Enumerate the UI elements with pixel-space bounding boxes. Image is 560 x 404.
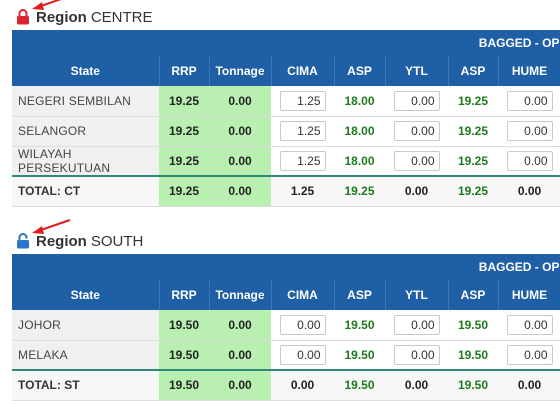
total-cima: 1.25 bbox=[271, 175, 334, 207]
ytl-input[interactable]: 0.00 bbox=[393, 314, 440, 335]
rrp-cell: 19.25 bbox=[159, 116, 209, 147]
col-asp: ASP bbox=[333, 280, 385, 310]
region-prefix: Region bbox=[36, 8, 87, 26]
hume-input[interactable]: 0.00 bbox=[506, 90, 553, 111]
col-asp: ASP bbox=[447, 280, 498, 310]
col-hume: HUME bbox=[497, 56, 560, 86]
total-tonnage: 0.00 bbox=[209, 369, 271, 401]
table-row: MELAKA 19.50 0.00 0.00 19.50 0.00 19.50 … bbox=[12, 340, 560, 371]
lock-open-icon[interactable] bbox=[16, 233, 30, 249]
state-cell: JOHOR bbox=[12, 310, 159, 341]
total-tonnage: 0.00 bbox=[209, 175, 271, 207]
asp-cell: 19.50 bbox=[334, 310, 385, 341]
col-cima: CIMA bbox=[270, 280, 334, 310]
region-name: CENTRE bbox=[90, 8, 153, 26]
col-rrp: RRP bbox=[158, 280, 209, 310]
rrp-cell: 19.25 bbox=[159, 146, 209, 177]
col-tonnage: Tonnage bbox=[208, 56, 271, 86]
asp-cell: 19.50 bbox=[448, 310, 498, 341]
rrp-cell: 19.50 bbox=[159, 340, 209, 371]
cima-input[interactable]: 0.00 bbox=[279, 314, 326, 335]
hume-input[interactable]: 0.00 bbox=[506, 314, 553, 335]
col-ytl: YTL bbox=[384, 280, 448, 310]
region-south-table: BAGGED - OPC State RRP Tonnage CIMA ASP … bbox=[12, 254, 560, 401]
asp-cell: 18.00 bbox=[334, 146, 385, 177]
asp-cell: 18.00 bbox=[334, 86, 385, 117]
region-centre-title: Region CENTRE bbox=[0, 0, 560, 30]
tonnage-cell: 0.00 bbox=[209, 340, 271, 371]
total-hume: 0.00 bbox=[498, 369, 560, 401]
region-prefix: Region bbox=[36, 232, 87, 250]
total-row: TOTAL: CT 19.25 0.00 1.25 19.25 0.00 19.… bbox=[12, 175, 560, 207]
total-hume: 0.00 bbox=[498, 175, 560, 207]
tonnage-cell: 0.00 bbox=[209, 86, 271, 117]
asp-cell: 19.25 bbox=[448, 86, 498, 117]
tonnage-cell: 0.00 bbox=[209, 116, 271, 147]
ytl-input[interactable]: 0.00 bbox=[393, 90, 440, 111]
region-centre-table: BAGGED - OPC State RRP Tonnage CIMA ASP … bbox=[12, 30, 560, 207]
total-asp: 19.25 bbox=[334, 175, 385, 207]
total-label: TOTAL: ST bbox=[12, 369, 159, 401]
cima-input[interactable]: 0.00 bbox=[279, 344, 326, 365]
table-row: SELANGOR 19.25 0.00 1.25 18.00 0.00 19.2… bbox=[12, 116, 560, 147]
col-hume: HUME bbox=[497, 280, 560, 310]
hume-input[interactable]: 0.00 bbox=[506, 344, 553, 365]
asp-cell: 19.25 bbox=[448, 146, 498, 177]
total-rrp: 19.25 bbox=[159, 175, 209, 207]
red-arrow-icon bbox=[32, 0, 62, 10]
tonnage-cell: 0.00 bbox=[209, 310, 271, 341]
state-cell: NEGERI SEMBILAN bbox=[12, 86, 159, 117]
total-row: TOTAL: ST 19.50 0.00 0.00 19.50 0.00 19.… bbox=[12, 369, 560, 401]
rrp-cell: 19.50 bbox=[159, 310, 209, 341]
state-cell: WILAYAH PERSEKUTUAN bbox=[12, 146, 159, 177]
total-asp: 19.50 bbox=[334, 369, 385, 401]
cima-input[interactable]: 1.25 bbox=[279, 150, 326, 171]
total-label: TOTAL: CT bbox=[12, 175, 159, 207]
col-ytl: YTL bbox=[384, 56, 448, 86]
lock-closed-icon[interactable] bbox=[16, 9, 30, 25]
col-asp: ASP bbox=[333, 56, 385, 86]
total-asp: 19.50 bbox=[448, 369, 498, 401]
col-state: State bbox=[12, 56, 159, 86]
red-arrow-icon bbox=[32, 219, 71, 234]
region-south-title: Region SOUTH bbox=[0, 219, 560, 254]
region-centre: Region CENTRE BAGGED - OPC State RRP Ton… bbox=[0, 0, 560, 207]
table-row: NEGERI SEMBILAN 19.25 0.00 1.25 18.00 0.… bbox=[12, 86, 560, 117]
col-state: State bbox=[12, 280, 159, 310]
hume-input[interactable]: 0.00 bbox=[506, 150, 553, 171]
asp-cell: 19.25 bbox=[448, 116, 498, 147]
bagged-opc-header: BAGGED - OPC bbox=[12, 254, 560, 280]
total-asp: 19.25 bbox=[448, 175, 498, 207]
cima-input[interactable]: 1.25 bbox=[279, 121, 326, 141]
bagged-opc-header: BAGGED - OPC bbox=[12, 30, 560, 56]
state-cell: SELANGOR bbox=[12, 116, 159, 147]
total-rrp: 19.50 bbox=[159, 369, 209, 401]
state-cell: MELAKA bbox=[12, 340, 159, 371]
asp-cell: 19.50 bbox=[334, 340, 385, 371]
asp-cell: 18.00 bbox=[334, 116, 385, 147]
col-tonnage: Tonnage bbox=[208, 280, 271, 310]
cima-input[interactable]: 1.25 bbox=[279, 90, 326, 111]
total-ytl: 0.00 bbox=[385, 369, 448, 401]
col-asp: ASP bbox=[447, 56, 498, 86]
rrp-cell: 19.25 bbox=[159, 86, 209, 117]
table-row: WILAYAH PERSEKUTUAN 19.25 0.00 1.25 18.0… bbox=[12, 146, 560, 177]
tonnage-cell: 0.00 bbox=[209, 146, 271, 177]
region-south: Region SOUTH BAGGED - OPC State RRP Tonn… bbox=[0, 219, 560, 401]
region-name: SOUTH bbox=[90, 232, 144, 250]
table-row: JOHOR 19.50 0.00 0.00 19.50 0.00 19.50 0… bbox=[12, 310, 560, 341]
total-ytl: 0.00 bbox=[385, 175, 448, 207]
col-rrp: RRP bbox=[158, 56, 209, 86]
asp-cell: 19.50 bbox=[448, 340, 498, 371]
col-cima: CIMA bbox=[270, 56, 334, 86]
hume-input[interactable]: 0.00 bbox=[506, 121, 553, 141]
ytl-input[interactable]: 0.00 bbox=[393, 150, 440, 171]
total-cima: 0.00 bbox=[271, 369, 334, 401]
ytl-input[interactable]: 0.00 bbox=[393, 344, 440, 365]
ytl-input[interactable]: 0.00 bbox=[393, 121, 440, 141]
